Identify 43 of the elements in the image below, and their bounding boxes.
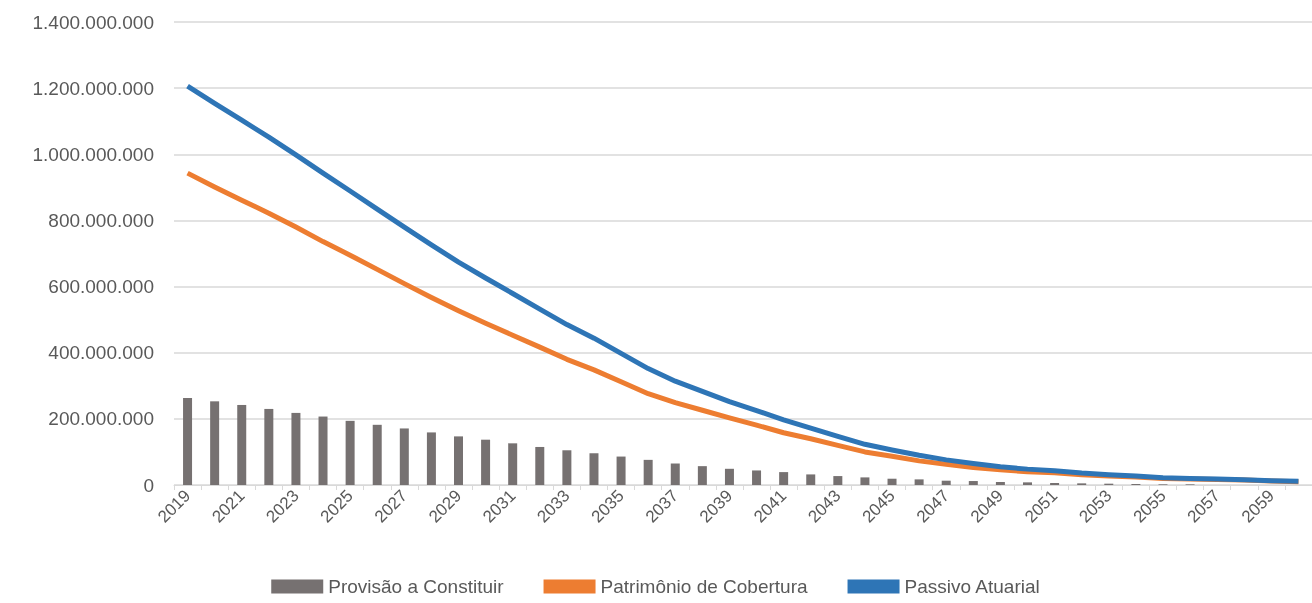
bar	[806, 474, 816, 485]
y-tick-label: 1.000.000.000	[32, 143, 154, 165]
y-tick-label: 800.000.000	[48, 209, 154, 231]
bar	[291, 412, 301, 485]
bar	[643, 459, 653, 485]
bar	[481, 439, 491, 485]
bar	[562, 450, 572, 485]
bar	[210, 401, 220, 485]
bar	[968, 481, 978, 485]
bar	[616, 456, 626, 485]
bar	[887, 478, 897, 485]
bar	[860, 477, 870, 485]
legend-label: Provisão a Constituir	[328, 576, 505, 597]
legend-label: Patrimônio de Cobertura	[600, 576, 808, 597]
bar	[589, 453, 599, 485]
bar	[1023, 482, 1032, 485]
bar	[833, 476, 843, 485]
legend-label: Passivo Atuarial	[904, 576, 1040, 597]
y-tick-label: 400.000.000	[48, 342, 154, 364]
bar	[995, 482, 1005, 485]
y-tick-label: 600.000.000	[48, 276, 154, 298]
y-tick-label: 0	[143, 474, 154, 496]
bar	[399, 428, 409, 485]
bar	[454, 436, 463, 485]
bar	[237, 404, 247, 485]
bar	[697, 466, 707, 485]
bar	[183, 398, 193, 485]
y-tick-label: 1.200.000.000	[32, 77, 154, 99]
bar	[372, 424, 382, 485]
bar	[752, 470, 762, 485]
bar	[779, 472, 789, 485]
y-tick-label: 200.000.000	[48, 408, 154, 430]
bar	[318, 416, 328, 485]
bar	[670, 463, 680, 485]
bar	[724, 468, 734, 485]
bar	[345, 420, 355, 485]
y-tick-label: 1.400.000.000	[32, 11, 154, 33]
bar	[426, 432, 436, 485]
bar	[914, 479, 924, 485]
bar	[535, 446, 545, 485]
bar	[508, 443, 518, 485]
bar	[264, 408, 274, 485]
bar	[941, 480, 951, 485]
